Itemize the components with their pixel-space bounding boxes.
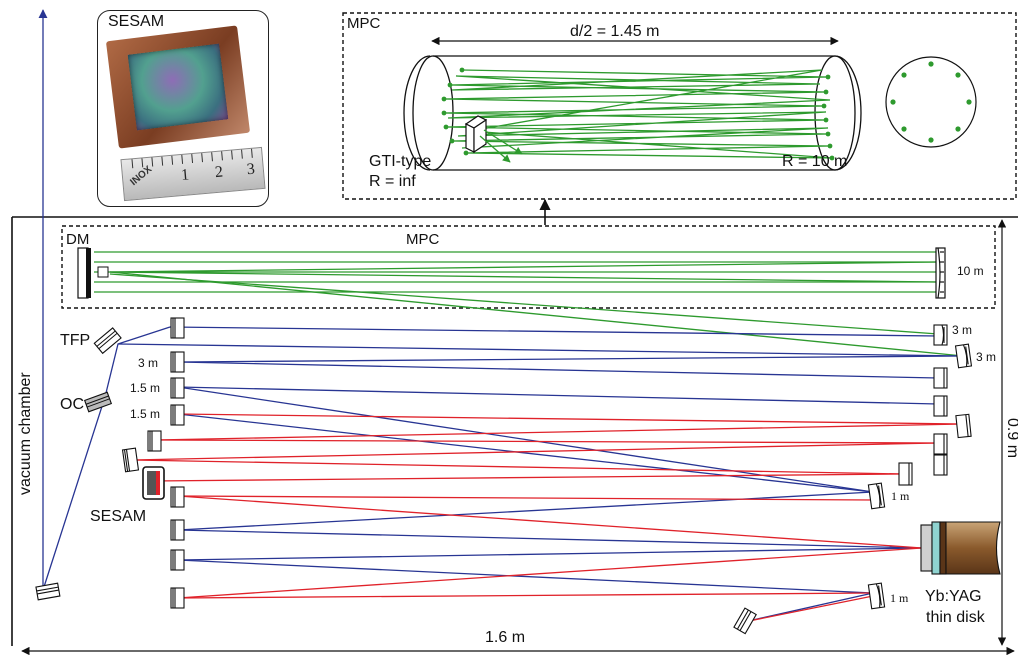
mpc-label: MPC [406, 231, 440, 248]
ruler-image: INOX 1 2 3 [120, 146, 266, 202]
mirror-right-3m-b [954, 343, 973, 369]
mpc-inset-mirror-spots [441, 67, 835, 161]
radius-3m-left: 3 m [138, 356, 158, 370]
mpc-end-mirror [935, 247, 946, 299]
radius-1-5m-a: 1.5 m [130, 381, 160, 395]
right-mirrors [867, 324, 973, 610]
tfp-polarizer [93, 327, 122, 355]
mirror-left-3 [170, 377, 185, 399]
mirror-right-8 [898, 462, 913, 486]
output-beam [38, 9, 171, 591]
crystal-label-line2: thin disk [926, 609, 986, 626]
mirror-left-5 [147, 430, 162, 452]
fold-mirror-bottom [733, 607, 757, 635]
mirror-right-5 [955, 413, 972, 439]
ruler-number-2: 2 [214, 163, 224, 182]
mirror-right-4 [933, 395, 948, 417]
oc-label: OC [60, 396, 84, 413]
mirror-left-6 [121, 447, 140, 473]
vacuum-chamber-label: vacuum chamber [17, 372, 34, 495]
radius-1m-a: 1 m [891, 489, 910, 503]
radius-3m-right-b: 3 m [976, 350, 996, 364]
r-10m-label: R = 10 m [782, 153, 847, 170]
mirror-right-6 [933, 433, 948, 455]
mirror-left-1 [170, 317, 185, 339]
ruler-number-1: 1 [180, 166, 190, 185]
mirror-left-8 [170, 519, 185, 541]
mpc-inset-box [342, 12, 1017, 200]
mirror-left-7 [170, 486, 185, 508]
mpc-end-view [885, 56, 977, 148]
mpc-length-label: d/2 = 1.45 m [570, 23, 659, 40]
sesam-photo: SESAM INOX 1 2 3 [97, 10, 269, 207]
gti-mirror-icon [464, 115, 488, 154]
radius-1-5m-b: 1.5 m [130, 407, 160, 421]
sesam-chip-image [105, 25, 251, 149]
mpc-input-mirror [97, 266, 109, 278]
dm-mirror [77, 247, 91, 299]
thin-disk-head [920, 521, 1001, 575]
mirror-right-7 [933, 454, 948, 476]
mirror-left-4 [170, 404, 185, 426]
mirror-left-2 [170, 351, 185, 373]
mirror-left-10 [170, 587, 185, 609]
mirror-right-3 [933, 367, 948, 389]
mirror-right-1m-a [867, 482, 886, 510]
mirror-right-1m-b [867, 582, 886, 610]
mpc-inset-label: MPC [347, 15, 381, 32]
width-dimension-label: 1.6 m [485, 629, 525, 646]
mirror-left-9 [170, 549, 185, 571]
sesam-element [142, 466, 165, 500]
mpc-inset-beams [443, 69, 833, 159]
blue-beam-path [117, 326, 964, 623]
oc-mirror [83, 391, 113, 413]
radius-3m-right-a: 3 m [952, 323, 972, 337]
mpc-beams [94, 251, 964, 357]
mpc-box [61, 225, 996, 309]
left-mirrors [35, 317, 757, 635]
tfp-label: TFP [60, 332, 90, 349]
vacuum-chamber-frame [11, 216, 1018, 646]
dm-label: DM [66, 231, 89, 248]
height-dimension-label: 0.9 m [1004, 418, 1018, 458]
radius-1m-b: 1 m [890, 591, 909, 605]
r-inf-label: R = inf [369, 173, 416, 190]
mirror-right-3m-a [933, 324, 948, 346]
output-mirror [35, 582, 61, 601]
ruler-number-3: 3 [246, 160, 256, 179]
red-beam-path [131, 413, 964, 623]
mpc-radius-label: 10 m [957, 264, 984, 278]
gti-type-label: GTI-type [369, 153, 431, 170]
sesam-photo-label: SESAM [108, 13, 165, 30]
gti-output-beams [479, 129, 523, 163]
sesam-label: SESAM [90, 508, 146, 525]
crystal-label-line1: Yb:YAG [925, 588, 982, 605]
